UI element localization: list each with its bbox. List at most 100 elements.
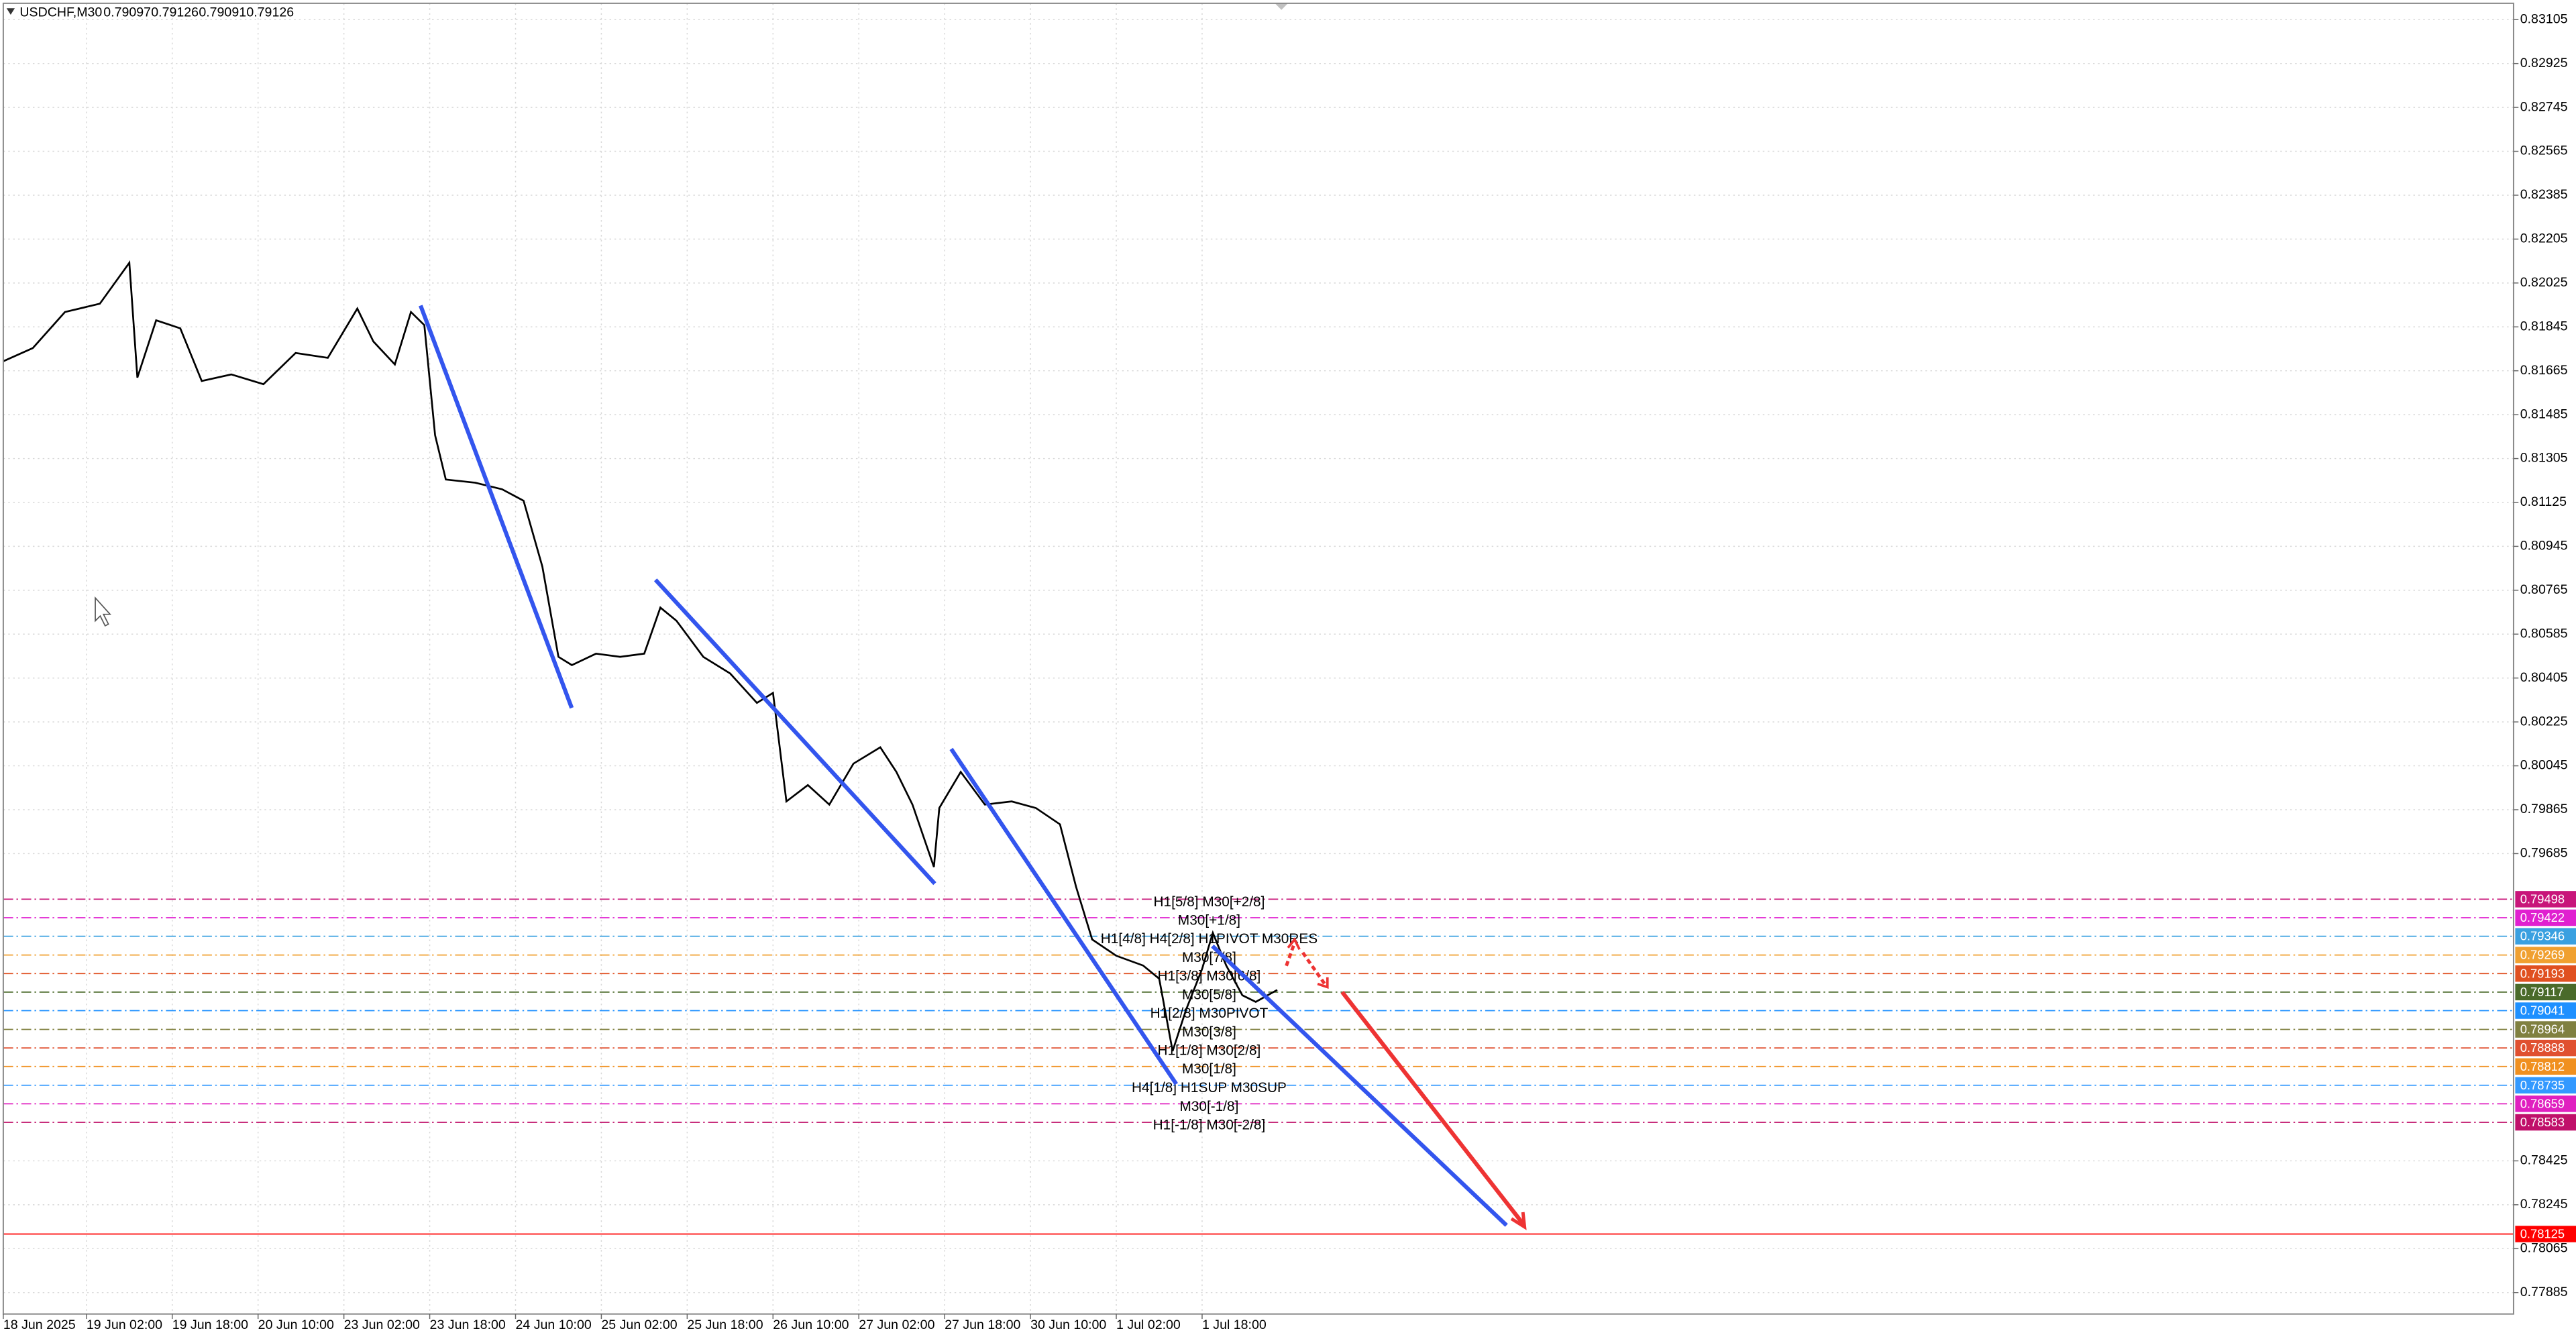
price-tag-label: 0.79269: [2520, 948, 2565, 962]
price-tag-label: 0.79422: [2520, 910, 2565, 924]
price-tag: [2515, 909, 2576, 926]
y-tick-label: 0.81125: [2520, 494, 2567, 509]
level-label: M30[+1/8]: [1178, 912, 1240, 928]
trend-line: [1211, 945, 1508, 1227]
ohlc-close: 0.79126: [246, 5, 294, 20]
level-label: H1[1/8] M30[2/8]: [1158, 1043, 1261, 1059]
price-tag: [2515, 1021, 2576, 1038]
x-tick-label: 19 Jun 18:00: [172, 1318, 248, 1332]
price-tag-label: 0.78735: [2520, 1078, 2565, 1092]
y-tick-label: 0.81845: [2520, 319, 2568, 333]
forecast-arrow: [1340, 990, 1525, 1225]
arrow-head: [1287, 937, 1301, 950]
y-tick-label: 0.82385: [2520, 187, 2568, 202]
price-tag: [2515, 965, 2576, 982]
x-tick-label: 20 Jun 10:00: [258, 1318, 334, 1332]
price-tag-label: 0.78888: [2520, 1040, 2565, 1055]
x-tick-label: 18 Jun 2025: [3, 1318, 76, 1332]
y-tick-label: 0.77885: [2520, 1285, 2568, 1299]
price-line: [3, 260, 1278, 1052]
mouse-cursor: [95, 596, 112, 627]
price-tag: [2515, 1039, 2576, 1057]
price-series: [3, 260, 1278, 1052]
x-tick-label: 26 Jun 10:00: [773, 1318, 849, 1332]
price-tag-label: 0.78659: [2520, 1096, 2565, 1110]
x-tick-label: 23 Jun 18:00: [430, 1318, 506, 1332]
price-tag-label: 0.78964: [2520, 1022, 2565, 1036]
level-label: M30[5/8]: [1182, 987, 1236, 1002]
y-tick-label: 0.82925: [2520, 56, 2568, 70]
shift-marker: [1275, 3, 1288, 10]
y-tick-label: 0.82025: [2520, 275, 2568, 290]
y-tick-label: 0.78065: [2520, 1240, 2568, 1255]
x-tick-label: 27 Jun 18:00: [945, 1318, 1020, 1332]
y-tick-label: 0.80585: [2520, 626, 2568, 641]
arrow-head: [1510, 1212, 1527, 1230]
x-tick-label: 25 Jun 02:00: [601, 1318, 677, 1332]
y-tick-label: 0.78245: [2520, 1197, 2568, 1212]
y-tick-label: 0.83105: [2520, 11, 2568, 26]
price-tag: [2515, 947, 2576, 963]
price-tag-label: 0.79041: [2520, 1004, 2565, 1018]
y-tick-label: 0.79865: [2520, 802, 2568, 816]
price-tag: [2515, 1002, 2576, 1019]
x-tick-label: 23 Jun 02:00: [344, 1318, 420, 1332]
x-tick-label: 25 Jun 18:00: [687, 1318, 763, 1332]
x-tick-label: 30 Jun 10:00: [1030, 1318, 1106, 1332]
ohlc-high: 0.79126: [151, 5, 199, 20]
level-label: H1[4/8] H4[2/8] H1PIVOT M30RES: [1101, 931, 1318, 947]
y-tick-label: 0.78425: [2520, 1153, 2568, 1168]
price-tag: [2515, 928, 2576, 945]
level-label: H1[2/8] M30PIVOT: [1150, 1006, 1269, 1021]
y-tick-label: 0.82745: [2520, 99, 2568, 114]
x-tick-label: 24 Jun 10:00: [515, 1318, 591, 1332]
y-tick-label: 0.79685: [2520, 846, 2568, 861]
x-tick-label: 1 Jul 02:00: [1116, 1318, 1181, 1332]
forecast-arrow: [1285, 942, 1297, 967]
level-label: H1[5/8] M30[+2/8]: [1153, 894, 1265, 910]
price-tag-label: 0.78583: [2520, 1115, 2565, 1129]
y-tick-label: 0.81305: [2520, 451, 2568, 466]
y-tick-label: 0.81485: [2520, 407, 2568, 421]
trend-line: [419, 305, 574, 709]
price-tag: [2515, 1226, 2576, 1242]
price-tag: [2515, 891, 2576, 908]
level-label: H1[-1/8] M30[-2/8]: [1153, 1117, 1266, 1132]
y-tick-label: 0.80765: [2520, 582, 2568, 597]
y-tick-label: 0.82205: [2520, 231, 2568, 246]
price-tag: [2515, 1077, 2576, 1093]
price-tag-label: 0.78125: [2520, 1227, 2565, 1241]
grid: [3, 3, 2514, 1314]
y-tick-label: 0.80405: [2520, 670, 2568, 685]
price-tag: [2515, 1058, 2576, 1075]
ohlc-low: 0.79091: [199, 5, 246, 20]
level-label: M30[1/8]: [1182, 1061, 1236, 1077]
trend-line: [949, 747, 1179, 1085]
y-tick-label: 0.81665: [2520, 363, 2568, 378]
price-tag: [2515, 983, 2576, 1001]
axes: 0.83105 0.82925 0.82745 0.82565 0.82385 0.822…: [3, 11, 2568, 1332]
x-tick-label: 1 Jul 18:00: [1202, 1318, 1267, 1332]
y-tick-label: 0.80945: [2520, 539, 2568, 553]
header: USDCHF,M30 0.79097 0.79126 0.79091 0.791…: [6, 5, 294, 20]
level-label: H4[1/8] H1SUP M30SUP: [1132, 1080, 1287, 1095]
symbol-title: USDCHF,M30: [19, 5, 102, 20]
y-tick-label: 0.80045: [2520, 758, 2568, 773]
price-tag-label: 0.79117: [2520, 985, 2564, 999]
trend-line: [653, 578, 936, 886]
y-tick-label: 0.82565: [2520, 144, 2568, 158]
arrow-head: [1317, 977, 1329, 990]
y-tick-label: 0.80225: [2520, 714, 2568, 729]
price-tag-label: 0.79193: [2520, 966, 2565, 980]
header-icon: [6, 8, 15, 15]
price-tag-label: 0.78812: [2520, 1059, 2565, 1073]
ohlc-open: 0.79097: [103, 5, 151, 20]
price-tag-label: 0.79346: [2520, 929, 2565, 943]
forecast-arrow: [1301, 951, 1328, 987]
price-tag: [2515, 1114, 2576, 1131]
price-tag-label: 0.79498: [2520, 892, 2565, 906]
x-tick-label: 19 Jun 02:00: [87, 1318, 162, 1332]
